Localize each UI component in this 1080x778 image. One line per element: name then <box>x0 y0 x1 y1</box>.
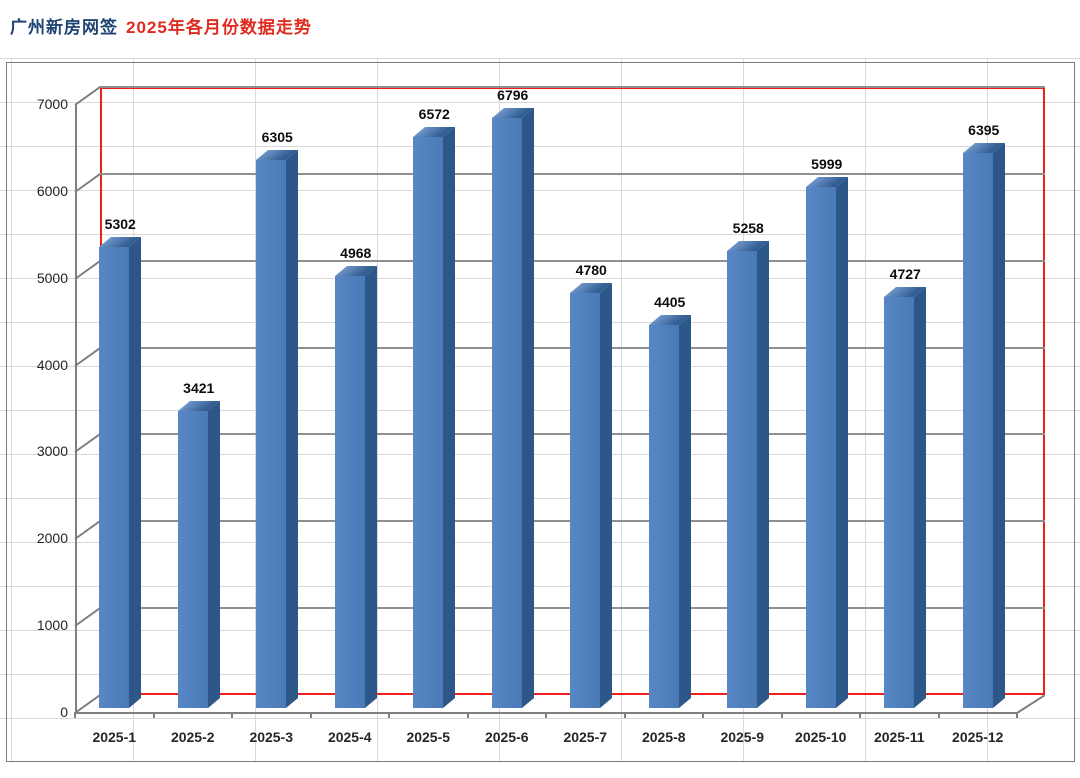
y-axis-label-1000: 1000 <box>36 617 68 634</box>
x-axis-label-2025-7: 2025-7 <box>563 729 608 745</box>
bar-2025-12 <box>962 152 993 708</box>
bar-side-face-2025-9 <box>757 241 770 708</box>
bar-2025-3 <box>256 160 287 708</box>
value-label-2025-5: 6572 <box>418 106 450 123</box>
bar-2025-9 <box>727 251 758 708</box>
x-axis-label-2025-9: 2025-9 <box>720 729 765 745</box>
x-axis-tick-8 <box>702 712 704 718</box>
value-label-2025-7: 4780 <box>575 261 607 278</box>
chart-title-prefix: 广州新房网签 <box>10 18 118 37</box>
value-label-2025-4: 4968 <box>340 245 372 262</box>
x-axis-label-2025-2: 2025-2 <box>170 729 215 745</box>
x-axis-label-2025-4: 2025-4 <box>327 729 372 745</box>
x-axis-tick-1 <box>152 712 155 718</box>
y-axis-label-5000: 5000 <box>36 269 68 286</box>
x-axis-tick-9 <box>780 712 783 718</box>
x-axis-tick-4 <box>388 712 390 718</box>
x-axis-label-2025-11: 2025-11 <box>873 729 925 745</box>
bar-2025-1 <box>99 247 130 708</box>
bar-side-face-2025-5 <box>443 127 456 708</box>
bar-side-face-2025-4 <box>364 266 377 708</box>
left-wall-front-edge <box>75 105 77 713</box>
bar-2025-7 <box>570 292 601 708</box>
y-axis-label-3000: 3000 <box>36 443 68 460</box>
value-label-2025-2: 3421 <box>183 379 215 396</box>
bar-2025-4 <box>334 276 365 708</box>
bar-2025-11 <box>884 297 915 708</box>
y-axis-connector-2000 <box>74 520 101 541</box>
major-gridline-7000 <box>100 86 1045 88</box>
x-axis-label-2025-3: 2025-3 <box>249 729 294 745</box>
x-axis-tick-11 <box>937 712 940 718</box>
bar-side-face-2025-8 <box>678 315 691 708</box>
y-axis-label-0: 0 <box>60 704 68 720</box>
y-axis-connector-5000 <box>74 259 101 280</box>
y-axis-label-4000: 4000 <box>36 356 68 373</box>
bar-side-face-2025-2 <box>207 400 220 708</box>
x-axis-right-connector <box>1016 694 1046 714</box>
value-label-2025-3: 6305 <box>261 129 293 146</box>
value-label-2025-11: 4727 <box>889 266 921 283</box>
bar-2025-5 <box>413 137 444 708</box>
value-label-2025-12: 6395 <box>968 121 1000 138</box>
major-gridline-5000 <box>100 259 1045 262</box>
bar-side-face-2025-12 <box>992 142 1005 708</box>
x-axis-tick-0 <box>74 712 76 718</box>
value-label-2025-8: 4405 <box>654 294 686 311</box>
bar-2025-10 <box>805 186 836 708</box>
y-axis-connector-0 <box>74 694 101 714</box>
x-axis-label-2025-10: 2025-10 <box>795 729 847 745</box>
x-axis-tick-3 <box>309 712 312 718</box>
x-axis-label-2025-5: 2025-5 <box>406 729 451 745</box>
y-axis-connector-6000 <box>74 173 101 193</box>
bar-side-face-2025-11 <box>914 287 927 708</box>
bar-side-face-2025-1 <box>129 237 142 708</box>
x-axis-tick-6 <box>545 712 547 718</box>
y-axis-label-2000: 2000 <box>36 530 68 547</box>
x-axis-label-2025-1: 2025-1 <box>92 729 137 745</box>
y-axis-connector-7000 <box>74 86 101 106</box>
value-label-2025-6: 6796 <box>497 86 529 103</box>
chart-title-main: 2025年各月份数据走势 <box>126 18 312 37</box>
x-axis-tick-5 <box>466 712 469 718</box>
bar-side-face-2025-10 <box>835 176 848 708</box>
x-axis-label-2025-12: 2025-12 <box>952 729 1004 745</box>
value-label-2025-10: 5999 <box>811 155 843 172</box>
y-axis-label-7000: 7000 <box>36 96 68 112</box>
chart-object-border <box>6 62 1075 762</box>
x-axis-label-2025-8: 2025-8 <box>641 729 686 745</box>
y-axis-connector-1000 <box>74 607 101 627</box>
value-label-2025-9: 5258 <box>732 220 764 237</box>
bar-2025-8 <box>648 325 679 708</box>
bar-side-face-2025-7 <box>600 282 613 708</box>
x-axis-tick-12 <box>1016 712 1018 718</box>
x-axis-tick-7 <box>623 712 626 718</box>
y-axis-label-6000: 6000 <box>36 182 68 199</box>
bar-2025-6 <box>491 117 522 708</box>
value-label-2025-1: 5302 <box>104 216 136 233</box>
x-axis-tick-2 <box>231 712 233 718</box>
bar-side-face-2025-3 <box>286 150 299 708</box>
x-axis-tick-10 <box>859 712 861 718</box>
x-axis-label-2025-6: 2025-6 <box>484 729 529 745</box>
bar-side-face-2025-6 <box>521 107 534 708</box>
bar-2025-2 <box>177 410 208 708</box>
y-axis-connector-4000 <box>74 346 101 367</box>
chart-title: 广州新房网签 2025年各月份数据走势 <box>10 13 312 38</box>
major-gridline-6000 <box>100 172 1045 175</box>
y-axis-connector-3000 <box>74 433 101 454</box>
